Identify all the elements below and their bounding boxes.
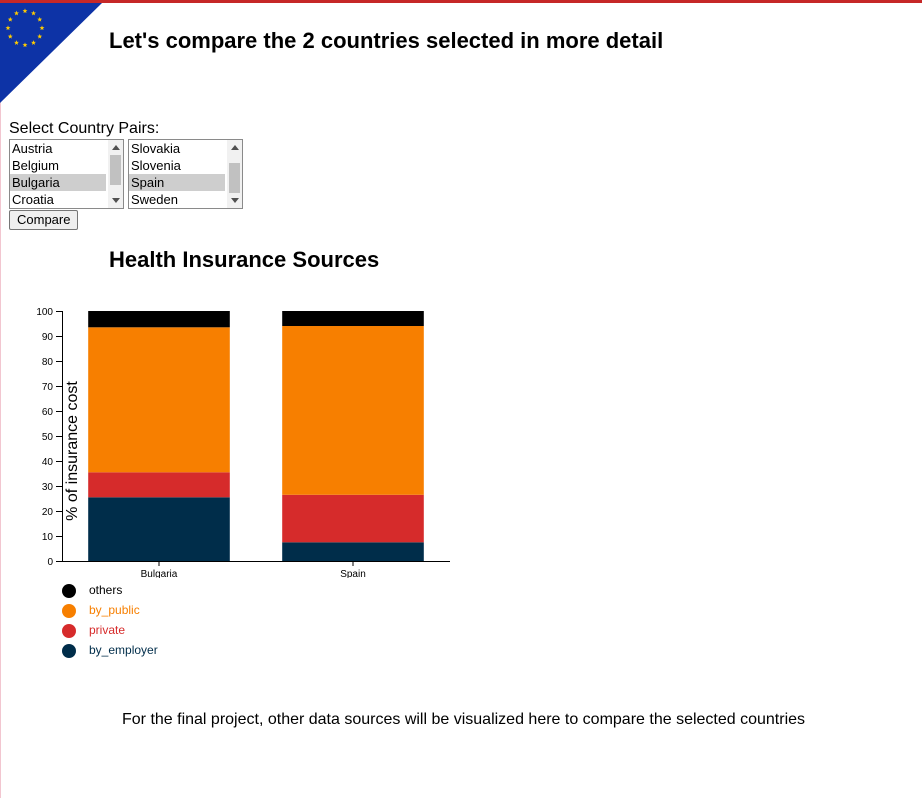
y-tick-label: 60 [42, 407, 54, 418]
y-tick-label: 40 [42, 457, 54, 468]
x-tick-label: Spain [340, 569, 366, 578]
country-a-listbox[interactable]: Austria Belgium Bulgaria Croatia [9, 139, 124, 209]
eu-star-icon [7, 33, 13, 39]
scroll-up-icon[interactable] [112, 145, 120, 150]
legend-swatch [62, 584, 76, 598]
y-tick-label: 50 [42, 432, 54, 443]
legend-label: others [89, 583, 123, 597]
y-axis-label: % of insurance cost [64, 381, 81, 521]
y-tick-label: 80 [42, 357, 54, 368]
y-tick-label: 100 [36, 307, 53, 318]
country-b-option[interactable]: Sweden [131, 192, 178, 207]
bar-segment-private-spain [282, 494, 424, 543]
legend-label: by_public [89, 603, 140, 617]
eu-star-icon [39, 25, 45, 31]
y-tick-label: 90 [42, 332, 54, 343]
bar-segment-others-spain [282, 311, 424, 326]
y-tick-label: 10 [42, 532, 54, 543]
x-tick-label: Bulgaria [141, 569, 178, 578]
y-tick-label: 30 [42, 482, 54, 493]
eu-star-icon [37, 33, 43, 39]
scrollbar-thumb[interactable] [229, 163, 240, 193]
legend-swatch [62, 604, 76, 618]
country-b-scrollbar[interactable] [227, 140, 242, 208]
country-b-option-selected[interactable]: Spain [129, 174, 225, 191]
country-b-option[interactable]: Slovenia [131, 158, 181, 173]
country-a-option[interactable]: Austria [12, 141, 53, 156]
country-a-option[interactable]: Croatia [12, 192, 54, 207]
bar-segment-others-bulgaria [88, 311, 230, 328]
footer-note: For the final project, other data source… [122, 711, 806, 728]
country-a-option[interactable]: Belgium [12, 158, 59, 173]
compare-button[interactable]: Compare [9, 210, 79, 230]
country-a-option-selected[interactable]: Bulgaria [10, 174, 106, 191]
country-pairs-label: Select Country Pairs: [9, 120, 160, 137]
page-title: Let's compare the 2 countries selected i… [109, 28, 664, 53]
bar-segment-by_employer-bulgaria [88, 497, 230, 562]
bar-segment-by_public-bulgaria [88, 327, 230, 473]
y-tick-label: 70 [42, 382, 54, 393]
eu-star-icon [31, 40, 36, 45]
legend-swatch [62, 644, 76, 658]
chart-title: Health Insurance Sources [109, 247, 380, 272]
bar-segment-private-bulgaria [88, 472, 230, 498]
health-insurance-chart: 0 10 20 30 40 50 60 70 80 90 100 Bulgaria Spain % o… [36, 307, 450, 578]
legend-label: by_employer [89, 643, 158, 657]
scrollbar-thumb[interactable] [110, 155, 121, 185]
eu-star-icon [22, 8, 28, 14]
eu-flag-logo [0, 3, 102, 103]
eu-star-icon [31, 10, 36, 16]
legend-swatch [62, 624, 76, 638]
scroll-down-icon[interactable] [231, 198, 239, 203]
eu-star-icon [14, 10, 19, 16]
y-tick-label: 20 [42, 507, 54, 518]
eu-star-icon [7, 16, 13, 22]
bar-segment-by_employer-spain [282, 542, 424, 562]
legend-label: private [89, 623, 126, 637]
eu-star-icon [22, 42, 28, 48]
country-a-scrollbar[interactable] [108, 140, 123, 208]
scroll-up-icon[interactable] [231, 145, 239, 150]
eu-star-icon [37, 16, 43, 22]
country-b-listbox[interactable]: Slovakia Slovenia Spain Sweden [128, 139, 243, 209]
bar-segment-by_public-spain [282, 326, 424, 495]
y-tick-label: 0 [47, 557, 53, 568]
scroll-down-icon[interactable] [112, 198, 120, 203]
page-left-border [0, 3, 1, 798]
eu-star-icon [14, 40, 19, 45]
eu-star-icon [5, 25, 11, 31]
country-b-option[interactable]: Slovakia [131, 141, 181, 156]
